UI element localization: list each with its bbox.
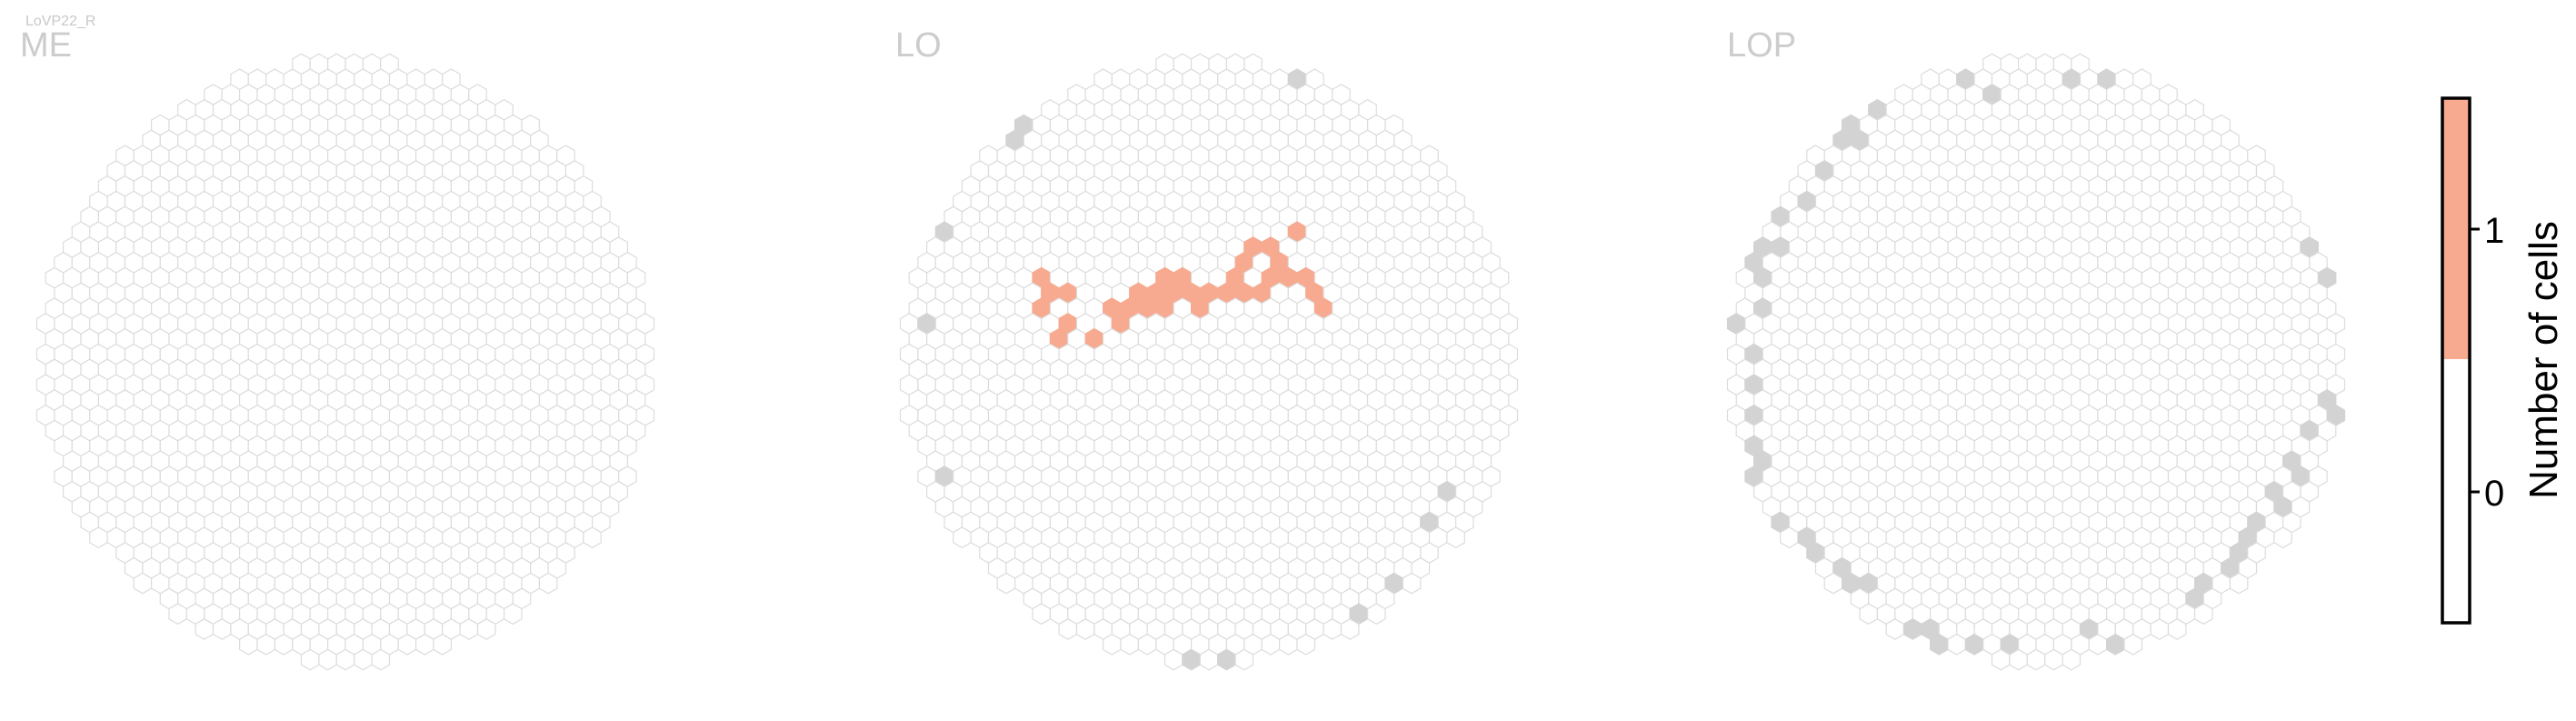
hex-cell: [433, 633, 452, 656]
hex-cell: [996, 572, 1016, 595]
hex-cell: [1340, 618, 1360, 640]
hex-cell: [2044, 648, 2063, 671]
hex-cell: [1199, 648, 1219, 671]
hex-cell: [371, 648, 391, 671]
cell-type-label: LoVP22_R: [25, 14, 95, 29]
colorbar-frame: [2441, 96, 2471, 625]
hex-cell: [1991, 648, 2011, 671]
hex-cell-no-data: [1930, 633, 1949, 656]
panels-group: ME LO LOP: [20, 26, 2346, 671]
hex-cell: [2150, 618, 2170, 640]
hex-cell: [1261, 633, 1281, 656]
hex-cell: [274, 633, 294, 656]
hex-cell: [1947, 633, 1966, 656]
panel-me: ME: [20, 26, 655, 671]
colorbar-tick-label-0: 0: [2484, 474, 2504, 514]
hex-cell: [1885, 618, 1905, 640]
hex-cell: [239, 633, 258, 656]
hex-cell: [1102, 633, 1122, 656]
hex-cell: [1402, 572, 1422, 595]
hex-cell: [1137, 633, 1157, 656]
panel-label-lo: LO: [895, 26, 942, 65]
hex-cell: [1163, 648, 1183, 671]
hex-cell: [2062, 648, 2082, 671]
colorbar: 1 0 Number of cells: [2441, 96, 2566, 625]
hex-cell: [1296, 633, 1316, 656]
hex-cell: [195, 618, 215, 640]
panel-label-lop: LOP: [1727, 26, 1796, 65]
hex-cell: [1120, 633, 1140, 656]
hex-cell-no-data: [2106, 633, 2125, 656]
hex-cell: [1323, 618, 1343, 640]
hex-cell: [2088, 633, 2108, 656]
hex-cell: [583, 526, 602, 549]
hex-cell-no-data: [1964, 633, 1984, 656]
hex-cell: [1032, 603, 1052, 626]
hex-cell: [1075, 618, 1095, 640]
panel-lop: LOP: [1726, 26, 2346, 671]
hex-cell: [1859, 603, 1878, 626]
hex-cell-no-data: [1182, 648, 1201, 671]
hex-cell: [953, 526, 972, 549]
hex-cell: [1234, 648, 1254, 671]
hex-cell: [300, 648, 320, 671]
hex-cell: [2009, 648, 2028, 671]
hex-cell: [1780, 526, 1799, 549]
hex-cell: [2194, 603, 2213, 626]
hex-cell: [397, 633, 417, 656]
hex-cell: [1366, 603, 1386, 626]
hex-cell-no-data: [1217, 648, 1236, 671]
colorbar-level-1: [2442, 98, 2470, 359]
hex-cell: [2167, 618, 2187, 640]
hex-cell: [2229, 572, 2249, 595]
panel-lo: LO: [895, 26, 1519, 671]
colorbar-level-0: [2442, 359, 2470, 623]
hex-cell: [476, 618, 496, 640]
hex-cell: [318, 648, 337, 671]
hex-cell: [2026, 648, 2046, 671]
hex-cell: [1278, 633, 1298, 656]
hex-cell: [354, 648, 373, 671]
hex-cell: [459, 618, 479, 640]
hex-cell: [503, 603, 523, 626]
colorbar-title: Number of cells: [2521, 221, 2566, 499]
hex-cell-no-data: [1902, 618, 1922, 640]
hex-cell: [168, 603, 187, 626]
hex-cell: [1058, 618, 1078, 640]
colorbar-tick-label-1: 1: [2484, 211, 2504, 251]
hex-cell: [133, 572, 153, 595]
hex-cell: [2273, 526, 2292, 549]
panel-label-me: ME: [20, 26, 72, 65]
hex-cell: [89, 526, 108, 549]
hex-cell: [1446, 526, 1465, 549]
hex-cell: [256, 633, 275, 656]
hex-cell: [212, 618, 232, 640]
hex-cell: [538, 572, 558, 595]
hex-cell: [335, 648, 355, 671]
hex-cell: [415, 633, 434, 656]
hex-cell: [1823, 572, 1843, 595]
hex-cell: [2123, 633, 2142, 656]
